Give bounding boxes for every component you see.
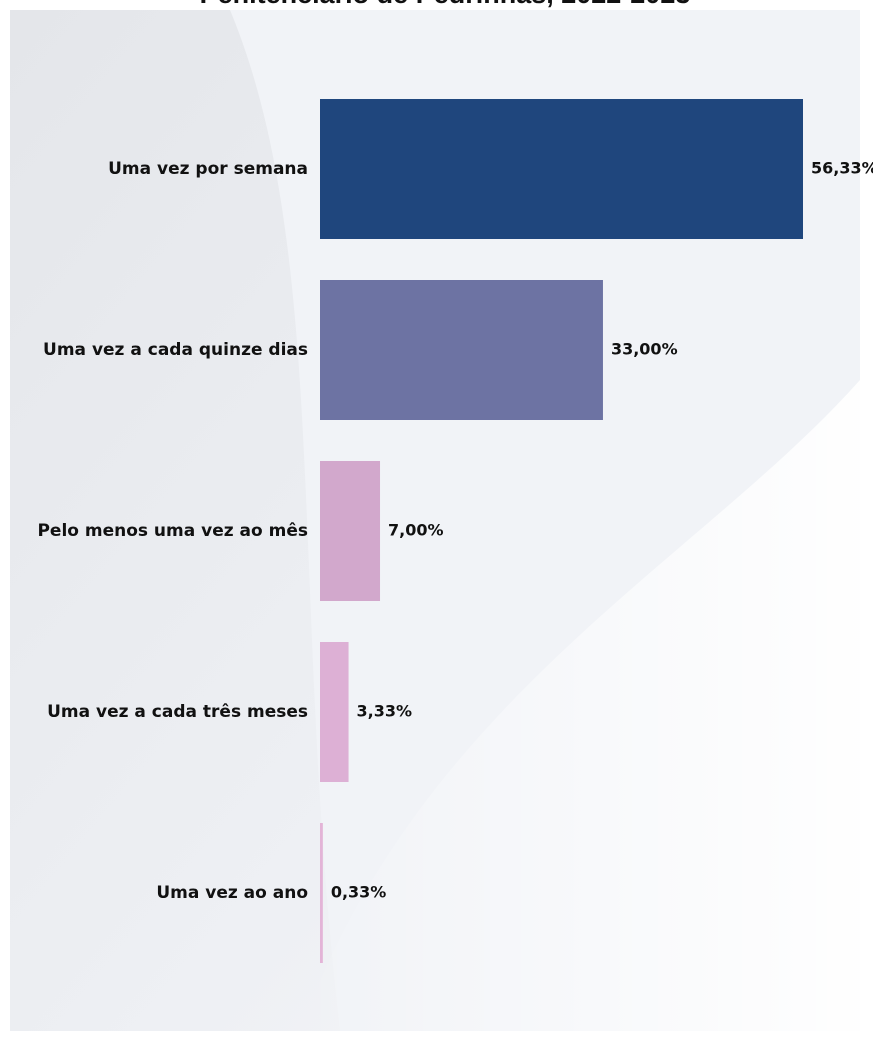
bar — [320, 461, 381, 601]
chart-title: Penitenciário de Pedrinhas, 2022-2023 — [200, 0, 691, 9]
value-label: 7,00% — [388, 521, 444, 540]
value-label: 3,33% — [357, 702, 413, 721]
category-label: Uma vez a cada quinze dias — [43, 340, 308, 360]
bar — [320, 642, 349, 782]
category-label: Pelo menos uma vez ao mês — [37, 521, 308, 541]
value-label: 33,00% — [611, 340, 678, 359]
bar — [320, 823, 323, 963]
value-label: 0,33% — [331, 883, 387, 902]
category-label: Uma vez a cada três meses — [47, 702, 308, 722]
bar — [320, 99, 803, 239]
bar — [320, 280, 603, 420]
value-label: 56,33% — [811, 159, 873, 178]
background-shape — [300, 380, 860, 1031]
category-label: Uma vez por semana — [108, 159, 308, 179]
category-label: Uma vez ao ano — [156, 883, 308, 903]
